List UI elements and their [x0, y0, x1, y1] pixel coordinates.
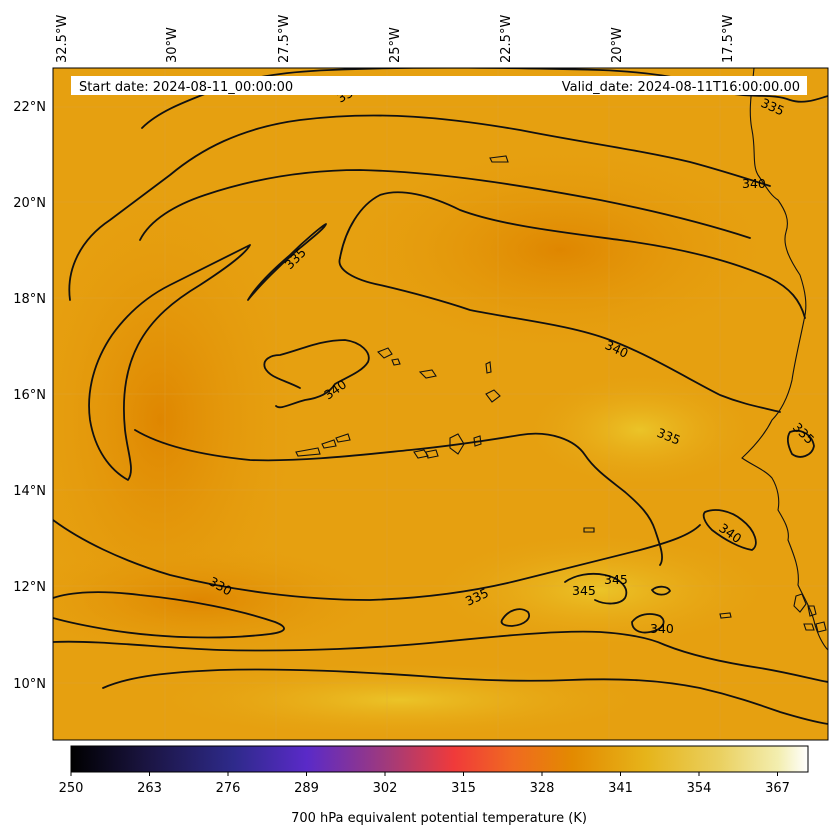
colorbar: 250 263 276 289 302 315 328 341 354 367 … [59, 745, 809, 826]
colorbar-title: 700 hPa equivalent potential temperature… [291, 811, 587, 826]
colorbar-tick-label: 315 [451, 781, 476, 796]
latitude-label: 18°N [13, 292, 46, 307]
contour-island-2 [631, 613, 665, 634]
contour-335-main [338, 257, 781, 413]
longitude-label: 17.5°W [721, 15, 736, 63]
colorbar-gradient [70, 745, 809, 773]
colorbar-tick-label: 276 [216, 781, 241, 796]
contour-340-central-loop [339, 191, 806, 319]
contour-340-tongue [134, 429, 663, 566]
latitude-label: 14°N [13, 484, 46, 499]
longitude-label: 27.5°W [277, 15, 292, 63]
colorbar-tick-label: 250 [59, 781, 84, 796]
contour-335-hook [88, 244, 251, 481]
contour-island-1 [500, 608, 530, 627]
cape-verde-island-g [473, 435, 482, 447]
latitude-label: 22°N [13, 100, 46, 115]
warm-region-east [520, 370, 760, 490]
contour-330 [53, 591, 285, 639]
cape-verde-island-a [377, 347, 393, 359]
longitude-label: 22.5°W [499, 15, 514, 63]
longitude-labels: 32.5°W 30°W 27.5°W 25°W 22.5°W 20°W 17.5… [55, 15, 736, 63]
contour-island-3 [786, 429, 815, 458]
map-area: 335 335 340 335 340 340 335 330 335 345 … [53, 68, 828, 740]
contour-label: 345 [572, 583, 596, 598]
longitude-label: 25°W [388, 27, 403, 63]
start-date-label: Start date: 2024-08-11_00:00:00 [79, 80, 293, 95]
cape-verde-island-i [321, 439, 337, 449]
colorbar-tick-label: 289 [294, 781, 319, 796]
cool-region-north [330, 140, 790, 360]
island-small-c [583, 527, 595, 533]
colorbar-tick-label: 263 [137, 781, 162, 796]
bijagos-islands [793, 593, 827, 633]
contour-island-4 [651, 585, 671, 596]
longitude-label: 30°W [165, 27, 180, 63]
contour-label: 340 [650, 621, 674, 636]
cape-verde-island-f [449, 433, 465, 455]
cape-verde-island-k [413, 449, 429, 459]
cape-verde-island-h [295, 447, 321, 457]
contour-335-outer-arc [68, 114, 771, 301]
contour-335-bottom [102, 668, 828, 725]
longitude-label: 20°W [610, 27, 625, 63]
contour-340-south [53, 630, 828, 683]
colorbar-ticks [70, 772, 778, 776]
latitude-label: 12°N [13, 580, 46, 595]
info-banner-background [71, 76, 807, 95]
longitude-label: 32.5°W [55, 15, 70, 63]
colorbar-tick-label: 367 [765, 781, 790, 796]
coastlines [295, 68, 828, 651]
contour-340-spiral [263, 339, 370, 409]
colorbar-tick-label: 341 [608, 781, 633, 796]
map-frame [52, 67, 829, 741]
cape-verde-island-c [418, 369, 437, 379]
latitude-labels: 22°N 20°N 18°N 16°N 14°N 12°N 10°N [13, 100, 46, 692]
contour-label: 345 [604, 572, 628, 587]
latitude-label: 20°N [13, 196, 46, 211]
cool-region-south [53, 540, 400, 660]
cape-verde-island-l [425, 449, 439, 459]
island-north [489, 155, 509, 163]
africa-coast [741, 68, 828, 651]
colorbar-tick-label: 302 [373, 781, 398, 796]
latitude-label: 10°N [13, 677, 46, 692]
contour-345-southeast [564, 572, 628, 605]
latitude-label: 16°N [13, 388, 46, 403]
contour-label: 340 [742, 176, 766, 191]
contour-335-streak [247, 223, 327, 301]
cape-verde-island-d [485, 361, 492, 374]
valid-date-label: Valid_date: 2024-08-11T16:00:00.00 [562, 80, 800, 95]
contour-335-inner-arc [139, 169, 751, 241]
cape-verde-island-j [335, 433, 351, 443]
graticule [53, 68, 828, 740]
cape-verde-island-e [485, 389, 501, 403]
info-banner: Start date: 2024-08-11_00:00:00 Valid_da… [71, 76, 807, 95]
island-small-d [719, 612, 732, 619]
colorbar-tick-label: 354 [687, 781, 712, 796]
contour-340-east [702, 509, 757, 551]
warm-region-southeast [420, 530, 780, 650]
cape-verde-island-b [391, 358, 401, 366]
warm-region-south [140, 660, 660, 740]
colorbar-tick-label: 328 [530, 781, 555, 796]
contour-335-arc-south [53, 519, 701, 601]
